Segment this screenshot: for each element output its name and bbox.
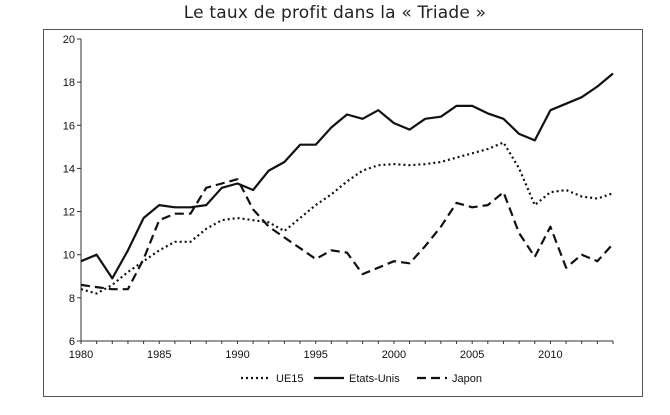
- axes: [80, 39, 613, 342]
- x-tick-label: 1985: [147, 349, 171, 361]
- legend-label-ue15: UE15: [276, 373, 304, 385]
- x-tick-label: 1980: [69, 349, 93, 361]
- series-line-etats-unis: [80, 72, 614, 280]
- x-tick-label: 2010: [538, 349, 562, 361]
- series-line-japon: [80, 178, 614, 291]
- y-tick-label: 8: [69, 293, 75, 305]
- y-tick-label: 6: [69, 336, 75, 348]
- legend-label-japon: Japon: [452, 373, 482, 385]
- y-axis-ticks: 6 8 10 12 14 16 18 20: [63, 34, 81, 348]
- line-chart: 6 8 10 12 14 16 18 20 1980 1985 1990 1995 2000 2005 2…: [63, 34, 614, 385]
- y-tick-label: 12: [63, 207, 75, 219]
- x-axis-ticks: 1980 1985 1990 1995 2000 2005 2010: [69, 341, 614, 361]
- x-tick-label: 1990: [225, 349, 249, 361]
- y-tick-label: 20: [63, 34, 75, 46]
- legend: UE15 Etats-Unis Japon: [241, 373, 482, 385]
- series-lines: [80, 72, 614, 295]
- y-tick-label: 18: [63, 77, 75, 89]
- x-tick-label: 1995: [303, 349, 327, 361]
- y-tick-label: 14: [63, 163, 75, 175]
- chart-frame: 6 8 10 12 14 16 18 20 1980 1985 1990 1995 2000 2005 2…: [43, 29, 643, 397]
- y-tick-label: 16: [63, 120, 75, 132]
- series-line-ue15: [80, 141, 614, 295]
- y-tick-label: 10: [63, 250, 75, 262]
- chart-title: Le taux de profit dans la « Triade »: [183, 3, 487, 23]
- x-tick-label: 2000: [382, 349, 406, 361]
- x-tick-label: 2005: [460, 349, 484, 361]
- legend-label-etats-unis: Etats-Unis: [349, 373, 400, 385]
